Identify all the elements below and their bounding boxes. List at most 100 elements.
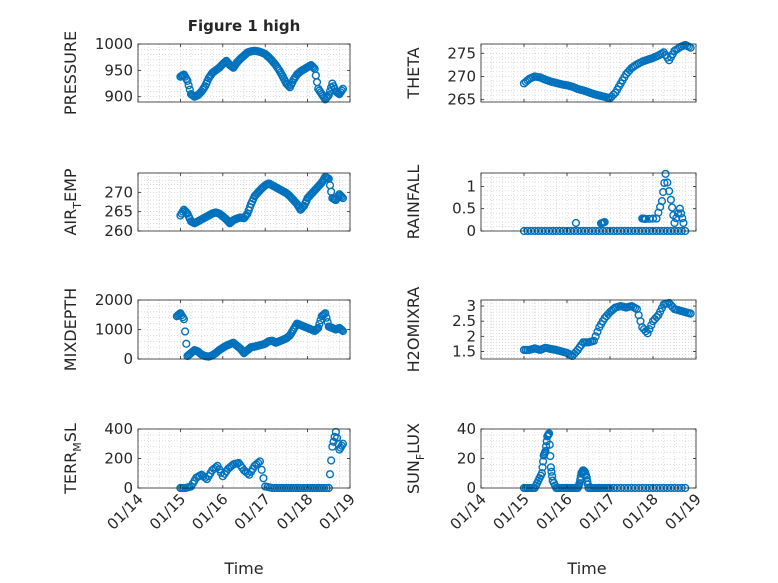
data-point xyxy=(181,327,190,336)
data-point xyxy=(587,89,597,98)
y-axis-label: MIXDEPTH xyxy=(61,288,80,371)
data-point xyxy=(277,70,286,79)
y-axis-label-subscript: T xyxy=(71,202,84,210)
data-point xyxy=(602,312,611,321)
data-point xyxy=(539,74,548,84)
data-point xyxy=(312,324,322,334)
data-point xyxy=(647,321,656,330)
data-point xyxy=(666,300,676,310)
data-point xyxy=(679,307,688,316)
data-point xyxy=(312,78,322,87)
y-tick-label: 40 xyxy=(457,420,476,438)
y-tick-label: 1000 xyxy=(95,321,133,339)
data-point xyxy=(676,209,686,218)
data-point xyxy=(550,78,559,87)
data-point xyxy=(325,470,335,479)
y-tick-label: 260 xyxy=(104,222,133,240)
y-tick-label: 3 xyxy=(466,297,476,315)
y-axis-label-part: LUX xyxy=(404,423,423,454)
x-tick-label: 01/17 xyxy=(576,490,619,533)
data-point xyxy=(645,325,654,334)
x-tick-label: 01/16 xyxy=(188,490,231,533)
data-point xyxy=(659,187,668,197)
data-point xyxy=(534,72,543,82)
data-point xyxy=(625,302,634,311)
data-point xyxy=(679,41,688,50)
data-point xyxy=(241,212,250,221)
data-point xyxy=(311,325,320,335)
data-point xyxy=(668,203,677,212)
y-axis-label: AIRTEMP xyxy=(61,168,84,235)
y-tick-label: 265 xyxy=(447,91,476,109)
y-axis-label-part: SL xyxy=(61,423,80,442)
axes-background xyxy=(481,300,696,359)
data-point xyxy=(678,214,687,223)
x-tick-label: 01/18 xyxy=(273,490,316,533)
x-tick-label: 01/15 xyxy=(490,490,533,533)
data-point xyxy=(195,471,204,480)
data-point xyxy=(539,344,548,353)
y-axis-label-part: TERR xyxy=(61,452,80,495)
data-point xyxy=(645,214,654,223)
data-point xyxy=(323,174,332,183)
data-point xyxy=(546,463,555,472)
data-point xyxy=(242,211,251,220)
data-point xyxy=(182,339,191,348)
y-tick-label: 0 xyxy=(466,479,476,497)
data-point xyxy=(528,73,538,82)
data-point xyxy=(257,465,266,474)
y-axis-label: RAINFALL xyxy=(404,165,423,240)
data-point xyxy=(272,62,282,71)
data-point xyxy=(547,467,556,476)
data-point xyxy=(571,218,581,228)
x-tick-label: 01/17 xyxy=(231,490,274,533)
data-point xyxy=(623,68,633,77)
data-point xyxy=(327,456,336,465)
y-tick-label: 1000 xyxy=(95,35,133,53)
data-point xyxy=(684,42,693,51)
data-point xyxy=(203,76,212,86)
y-tick-label: 0 xyxy=(123,479,133,497)
data-point xyxy=(582,338,591,347)
subplot-mixdepth: 0 1000 2000 MIXDEPTH xyxy=(61,288,351,371)
data-point xyxy=(648,214,658,223)
data-point xyxy=(614,302,624,311)
data-point xyxy=(536,471,545,480)
data-point xyxy=(259,474,268,483)
data-point xyxy=(523,345,532,355)
data-point xyxy=(666,195,676,204)
figure-title: Figure 1 high xyxy=(188,17,301,35)
data-point xyxy=(226,61,236,71)
data-point xyxy=(593,90,602,100)
y-tick-label: 2 xyxy=(466,327,476,345)
subplot-h2omixra: 1.522.53 H2OMIXRA xyxy=(404,287,697,372)
y-tick-label: 2.5 xyxy=(452,312,476,330)
y-tick-label: 400 xyxy=(104,420,133,438)
data-point xyxy=(331,427,340,437)
data-point xyxy=(583,477,592,486)
data-point xyxy=(198,85,207,94)
data-point xyxy=(283,80,292,89)
data-point xyxy=(561,80,570,90)
y-tick-label: 265 xyxy=(104,203,133,221)
data-point xyxy=(337,86,346,95)
data-point xyxy=(591,332,600,341)
data-point xyxy=(252,460,261,469)
data-point xyxy=(652,313,661,322)
data-point xyxy=(539,457,548,466)
data-point xyxy=(332,88,342,97)
y-tick-label: 275 xyxy=(447,44,476,62)
data-point xyxy=(546,451,555,461)
data-point xyxy=(675,204,684,213)
y-tick-label: 950 xyxy=(104,61,133,79)
y-tick-label: 0.5 xyxy=(452,200,476,218)
data-point xyxy=(684,309,693,318)
data-point xyxy=(534,345,543,354)
data-point xyxy=(545,440,554,449)
data-point xyxy=(199,83,209,93)
data-point xyxy=(566,82,575,91)
data-point xyxy=(288,78,297,87)
y-tick-label: 1 xyxy=(466,177,476,195)
y-axis-label-subscript: M xyxy=(71,442,84,452)
